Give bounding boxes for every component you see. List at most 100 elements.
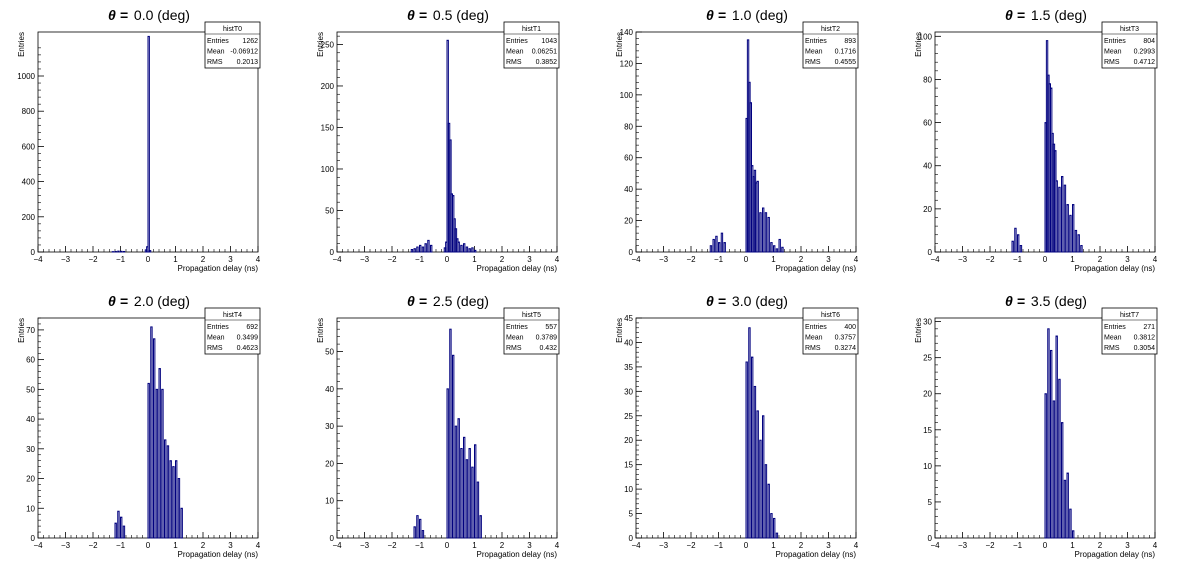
hist-bin xyxy=(773,245,776,253)
hist-bin xyxy=(781,246,784,253)
hist-bin xyxy=(767,216,770,253)
x-tick-label: 0 xyxy=(146,541,151,550)
title-text: 0.0 (deg) xyxy=(134,7,190,23)
x-tick-label: 0 xyxy=(445,255,450,264)
stats-value: 804 xyxy=(1143,38,1155,45)
x-tick-label: −2 xyxy=(88,255,98,264)
stats-frame xyxy=(503,307,560,355)
x-tick-label: −2 xyxy=(985,255,995,264)
x-tick-label: −2 xyxy=(686,255,696,264)
hist-pad-0: θ = 0.0 (deg) −4 −3 −2 −1 0 1 2 3 4 0 200 400 600 800 10… xyxy=(0,0,299,286)
stats-value: 0.1716 xyxy=(835,49,857,56)
x-tick-label: 0 xyxy=(146,255,151,264)
hist-bin xyxy=(476,481,480,539)
stats-box: histT6 Entries 400 Mean 0.3757 RMS 0.3274 xyxy=(802,307,859,355)
hist-chart-5: θ = 2.5 (deg)−4 −3 −2 −1 0 1 2 3 401020304050Prop… xyxy=(316,293,560,559)
y-tick-label: 100 xyxy=(919,32,933,41)
x-tick-label: −3 xyxy=(360,255,370,264)
hist-bin xyxy=(778,238,781,253)
y-axis-label: Entries xyxy=(316,32,325,57)
hist-bin xyxy=(166,445,170,539)
x-tick-label: −4 xyxy=(631,255,641,264)
hist-pad-7: θ = 3.5 (deg) −4 −3 −2 −1 0 1 2 3 4 0 5 10 15 20 25 30 Pro… xyxy=(897,286,1196,572)
x-tick-label: 2 xyxy=(201,255,206,264)
x-tick-label: 2 xyxy=(799,541,804,550)
y-tick-label: 50 xyxy=(26,385,35,394)
title-text: 3.0 (deg) xyxy=(732,293,788,309)
y-tick-label: 120 xyxy=(620,59,634,68)
hist-bin xyxy=(1069,214,1072,253)
hist-bin xyxy=(712,238,715,253)
y-tick-label: 15 xyxy=(923,426,932,435)
y-tick-label: 30 xyxy=(26,445,35,454)
stats-name: histT3 xyxy=(1120,26,1139,33)
stats-box: histT3 Entries 804 Mean 0.2993 RMS 0.4712 xyxy=(1101,21,1158,69)
stats-value: 0.2013 xyxy=(237,59,259,66)
x-tick-label: −3 xyxy=(360,541,370,550)
hist-bin xyxy=(753,385,757,539)
hist-bin xyxy=(465,246,469,253)
y-tick-label: 20 xyxy=(624,217,633,226)
stats-name: histT7 xyxy=(1120,312,1139,319)
y-tick-label: 60 xyxy=(923,119,932,128)
hist-chart-3: θ = 1.5 (deg)−4 −3 −2 −1 0 1 2 3 4020406080100Pro… xyxy=(914,7,1158,273)
y-tick-label: 50 xyxy=(325,348,334,357)
y-tick-label: 40 xyxy=(325,385,334,394)
x-tick-label: 3 xyxy=(826,541,831,550)
x-tick-label: 2 xyxy=(201,541,206,550)
stats-value: 1043 xyxy=(541,38,557,45)
hist-bin xyxy=(172,466,175,539)
hist-bin xyxy=(745,361,748,539)
hist-bin xyxy=(764,464,768,539)
x-tick-label: −2 xyxy=(387,541,397,550)
hist-bin xyxy=(158,368,161,539)
stats-value: 0.3054 xyxy=(1134,345,1156,352)
stats-label: RMS xyxy=(805,59,821,66)
x-tick-label: −4 xyxy=(930,541,940,550)
stats-name: histT5 xyxy=(522,312,541,319)
hist-bin xyxy=(479,515,482,539)
hist-bin xyxy=(161,388,164,539)
hist-bin xyxy=(180,507,183,539)
y-tick-label: 50 xyxy=(325,206,334,215)
hist-bin xyxy=(177,478,181,539)
stats-box: histT5 Entries 557 Mean 0.3789 RMS 0.432 xyxy=(503,307,560,355)
hist-bin xyxy=(114,522,117,539)
y-tick-label: 0 xyxy=(928,534,933,543)
title-symbol: θ = xyxy=(108,7,128,23)
hist-pad-4: θ = 2.0 (deg) −4 −3 −2 −1 0 1 2 3 4 0 10 20 30 40 50 60 70… xyxy=(0,286,299,572)
stats-label: Entries xyxy=(207,38,229,45)
stats-label: Mean xyxy=(506,335,524,342)
x-tick-label: −1 xyxy=(116,255,126,264)
title-symbol: θ = xyxy=(407,7,427,23)
hist-bin xyxy=(117,250,120,253)
x-tick-label: −1 xyxy=(1013,541,1023,550)
hist-bin xyxy=(1077,234,1080,253)
hist-bin xyxy=(465,459,469,539)
y-tick-label: 10 xyxy=(624,485,633,494)
chart-title: θ = 1.5 (deg) xyxy=(1005,7,1087,23)
hist-bin xyxy=(1063,184,1067,253)
hist-bin xyxy=(413,526,416,539)
stats-value: 0.4623 xyxy=(237,345,259,352)
y-tick-label: 35 xyxy=(624,363,633,372)
y-tick-label: 20 xyxy=(923,390,932,399)
x-tick-label: 3 xyxy=(826,255,831,264)
y-tick-label: 80 xyxy=(624,122,633,131)
stats-label: Mean xyxy=(506,49,524,56)
hist-bin xyxy=(460,448,463,539)
hist-bin xyxy=(148,250,152,253)
y-tick-label: 20 xyxy=(923,205,932,214)
hist-bin xyxy=(153,338,156,539)
hist-bins xyxy=(1011,40,1083,253)
hist-chart-1: θ = 0.5 (deg) −4 −3 −2 −1 0 1 2 3 4 0 50 100 150 200 250… xyxy=(316,7,560,273)
x-tick-label: 0 xyxy=(1043,541,1048,550)
hist-bins xyxy=(1044,328,1075,539)
x-tick-label: −2 xyxy=(387,255,397,264)
hist-bin xyxy=(720,232,724,253)
hist-bin xyxy=(723,242,726,253)
hist-bin xyxy=(1072,530,1075,539)
x-tick-label: 3 xyxy=(527,255,532,264)
y-tick-label: 15 xyxy=(624,461,633,470)
